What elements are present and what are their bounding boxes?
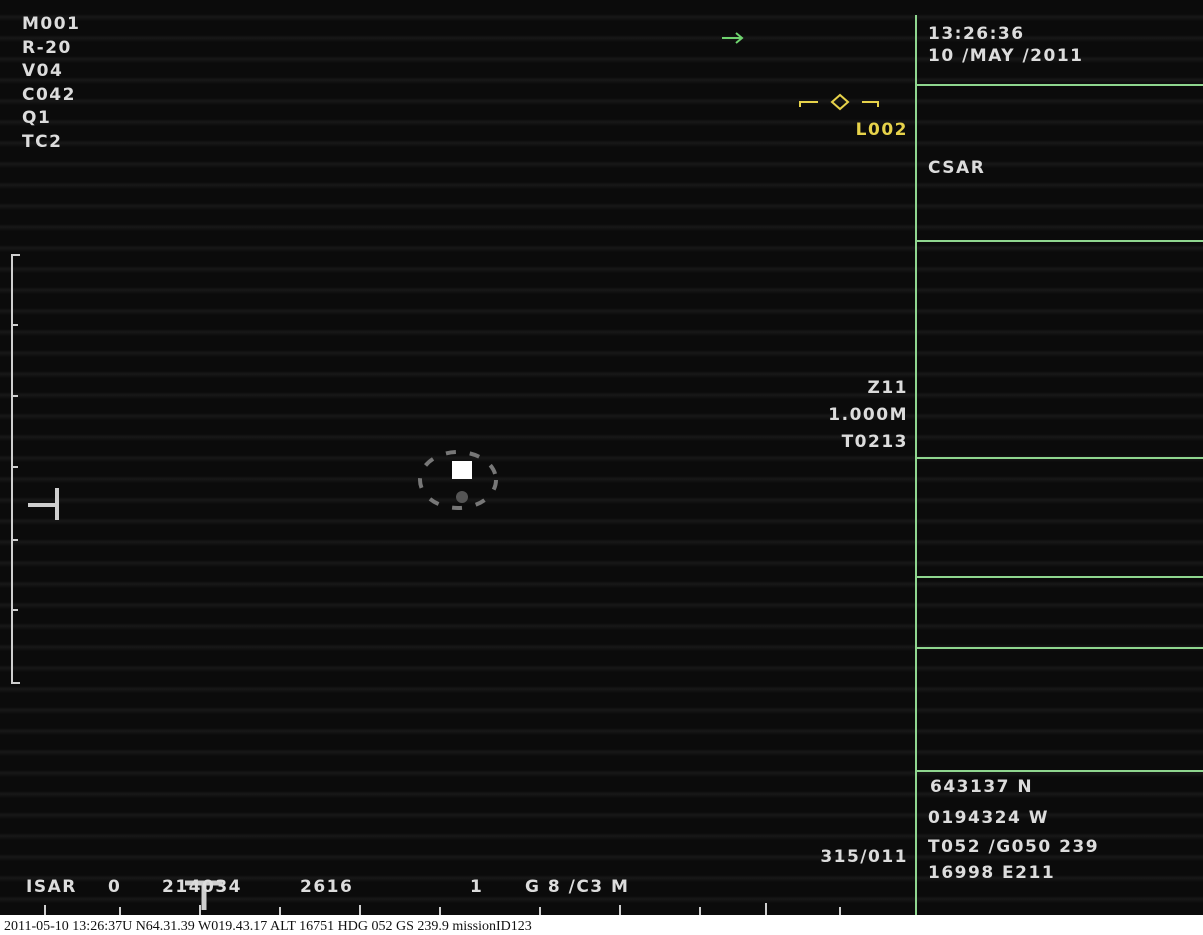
panel-line	[916, 84, 1203, 86]
zoom-info: 1.000M	[828, 405, 908, 425]
elevation-scale	[12, 255, 20, 683]
status: ISAR	[26, 877, 77, 897]
azimuth-scale	[45, 903, 840, 915]
panel-line	[916, 240, 1203, 242]
time: 13:26:36	[928, 24, 1025, 44]
target	[420, 452, 496, 508]
zoom-info: Z11	[868, 378, 908, 398]
status: 2616	[300, 877, 353, 897]
status: G 8 /C3 M	[525, 877, 629, 897]
code: TC2	[22, 132, 62, 152]
status: 214034	[162, 877, 242, 897]
status: 1	[470, 877, 483, 897]
code: C042	[22, 85, 76, 105]
bearing: 315/011	[820, 847, 908, 867]
code: V04	[22, 61, 63, 81]
code: Q1	[22, 108, 51, 128]
position: 16998 E211	[928, 863, 1055, 883]
caption: 2011-05-10 13:26:37U N64.31.39 W019.43.1…	[4, 918, 532, 935]
heading-arrow	[722, 33, 742, 43]
page: {"overlay": {"left_codes": ["M001", "R-2…	[0, 0, 1203, 935]
position: T052 /G050 239	[928, 837, 1099, 857]
mode: CSAR	[928, 158, 985, 178]
elevation-marker	[28, 488, 58, 520]
panel-line	[916, 647, 1203, 649]
video-feed: M001 R-20 V04 C042 Q1 TC2 L002 Z11 1.000…	[0, 0, 1203, 915]
code: R-20	[22, 38, 72, 58]
zoom-info: T0213	[842, 432, 908, 452]
reticle	[800, 95, 878, 109]
status: 0	[108, 877, 121, 897]
position: 643137 N	[930, 777, 1033, 797]
position: 0194324 W	[928, 808, 1049, 828]
date: 10 /MAY /2011	[928, 46, 1083, 66]
panel-line	[916, 576, 1203, 578]
code: M001	[22, 14, 80, 34]
panel-line	[916, 770, 1203, 772]
panel-line	[916, 457, 1203, 459]
target-label: L002	[856, 120, 908, 140]
panel-divider	[915, 15, 917, 915]
